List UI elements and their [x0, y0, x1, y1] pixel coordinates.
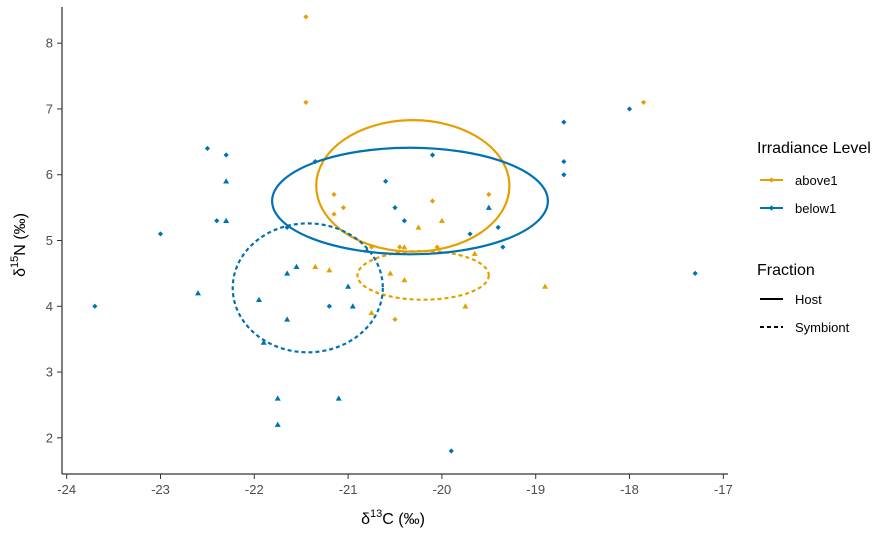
- point-below1-host: [448, 448, 454, 454]
- point-below1-host: [284, 224, 290, 230]
- point-above1-symbiont: [415, 224, 422, 230]
- point-above1-host: [331, 211, 337, 217]
- point-below1-host: [204, 145, 210, 152]
- point-above1-host: [397, 244, 403, 250]
- point-above1-host: [368, 244, 375, 250]
- legend-label-below1: below1: [795, 201, 836, 216]
- point-below1-host: [214, 218, 220, 224]
- point-above1-host: [486, 191, 492, 198]
- point-below1-symbiont: [349, 303, 356, 309]
- point-below1-symbiont: [274, 395, 281, 401]
- legend-title-fraction: Fraction: [757, 262, 815, 279]
- point-above1-symbiont: [387, 270, 394, 276]
- point-below1-host: [561, 119, 567, 125]
- point-below1-symbiont: [223, 178, 230, 184]
- point-below1-host: [92, 303, 98, 309]
- y-tick-label: 4: [46, 299, 53, 314]
- y-tick-label: 8: [46, 36, 53, 51]
- legend-color-entries: above1 below1: [760, 173, 838, 216]
- point-above1-symbiont: [438, 217, 445, 224]
- point-below1-symbiont: [335, 395, 342, 401]
- y-axis-ticks: 2 3 4 5 6 7 8: [46, 36, 62, 445]
- y-tick-label: 5: [46, 233, 53, 248]
- x-tick-label: -23: [151, 482, 170, 497]
- y-tick-label: 6: [46, 167, 53, 182]
- point-above1-symbiont: [368, 309, 375, 316]
- point-below1-symbiont: [284, 270, 291, 276]
- point-below1-host: [561, 158, 567, 165]
- point-below1-host: [312, 158, 318, 165]
- point-above1-host: [429, 198, 436, 204]
- point-above1-host: [331, 191, 337, 198]
- points-layer: [92, 14, 698, 454]
- point-above1-host: [392, 316, 398, 323]
- point-above1-host: [340, 205, 347, 211]
- ellipse-above1-symbiont: [356, 249, 490, 301]
- point-below1-host: [223, 152, 229, 158]
- legend-linetype-entries: Host Symbiont: [760, 292, 850, 335]
- point-below1-symbiont: [274, 421, 281, 427]
- point-below1-host: [500, 244, 506, 250]
- x-tick-label: -24: [57, 482, 76, 497]
- legend-label-symbiont: Symbiont: [795, 320, 850, 335]
- y-tick-label: 7: [46, 101, 53, 116]
- x-tick-label: -18: [620, 482, 639, 497]
- x-tick-label: -17: [714, 482, 733, 497]
- point-above1-host: [303, 99, 309, 105]
- point-below1-host: [157, 231, 164, 237]
- point-above1-host: [303, 14, 309, 20]
- point-below1-symbiont: [223, 217, 230, 224]
- legend-label-above1: above1: [795, 173, 838, 188]
- x-tick-label: -20: [433, 482, 452, 497]
- ellipse-below1-symbiont: [231, 222, 384, 354]
- point-above1-symbiont: [401, 276, 408, 283]
- legend-key-marker-above1: [768, 177, 775, 183]
- point-below1-symbiont: [260, 339, 267, 345]
- point-below1-symbiont: [255, 296, 262, 302]
- x-axis-ticks: -24 -23 -22 -21 -20 -19 -18 -17: [57, 474, 733, 497]
- point-above1-symbiont: [326, 267, 333, 273]
- legend: Irradiance Level above1 below1 Fraction H…: [757, 140, 871, 335]
- x-axis-title: δ13C (‰): [361, 508, 425, 528]
- ellipse-layer: [231, 119, 549, 354]
- point-above1-symbiont: [312, 263, 319, 270]
- point-above1-host: [640, 99, 647, 105]
- point-below1-symbiont: [345, 283, 352, 289]
- point-below1-host: [692, 270, 698, 276]
- point-above1-symbiont: [401, 244, 408, 250]
- point-below1-host: [495, 224, 501, 230]
- point-below1-host: [429, 152, 436, 158]
- point-above1-symbiont: [542, 283, 549, 289]
- ellipse-below1-host: [271, 146, 549, 256]
- legend-label-host: Host: [795, 292, 822, 307]
- point-below1-host: [392, 205, 398, 211]
- y-axis-title: δ15N (‰): [9, 213, 29, 277]
- point-below1-symbiont: [284, 316, 291, 322]
- x-tick-label: -21: [339, 482, 358, 497]
- point-below1-symbiont: [363, 247, 370, 253]
- point-below1-host: [326, 303, 332, 309]
- legend-key-marker-below1: [768, 205, 775, 211]
- point-above1-host: [434, 244, 440, 250]
- x-tick-label: -19: [526, 482, 545, 497]
- point-below1-symbiont: [293, 263, 300, 270]
- legend-title-irradiance: Irradiance Level: [757, 140, 871, 157]
- point-below1-symbiont: [195, 290, 202, 296]
- point-below1-host: [626, 106, 633, 112]
- point-above1-symbiont: [462, 303, 469, 309]
- y-tick-label: 3: [46, 365, 53, 380]
- y-tick-label: 2: [46, 430, 53, 445]
- point-below1-host: [383, 178, 389, 184]
- axes: -24 -23 -22 -21 -20 -19 -18 -17 2 3 4 5 6 7 8: [46, 7, 733, 497]
- x-tick-label: -22: [245, 482, 264, 497]
- point-below1-symbiont: [485, 204, 492, 210]
- point-below1-host: [561, 172, 567, 178]
- point-above1-symbiont: [471, 250, 478, 256]
- point-below1-host: [401, 218, 407, 224]
- point-below1-host: [467, 231, 473, 237]
